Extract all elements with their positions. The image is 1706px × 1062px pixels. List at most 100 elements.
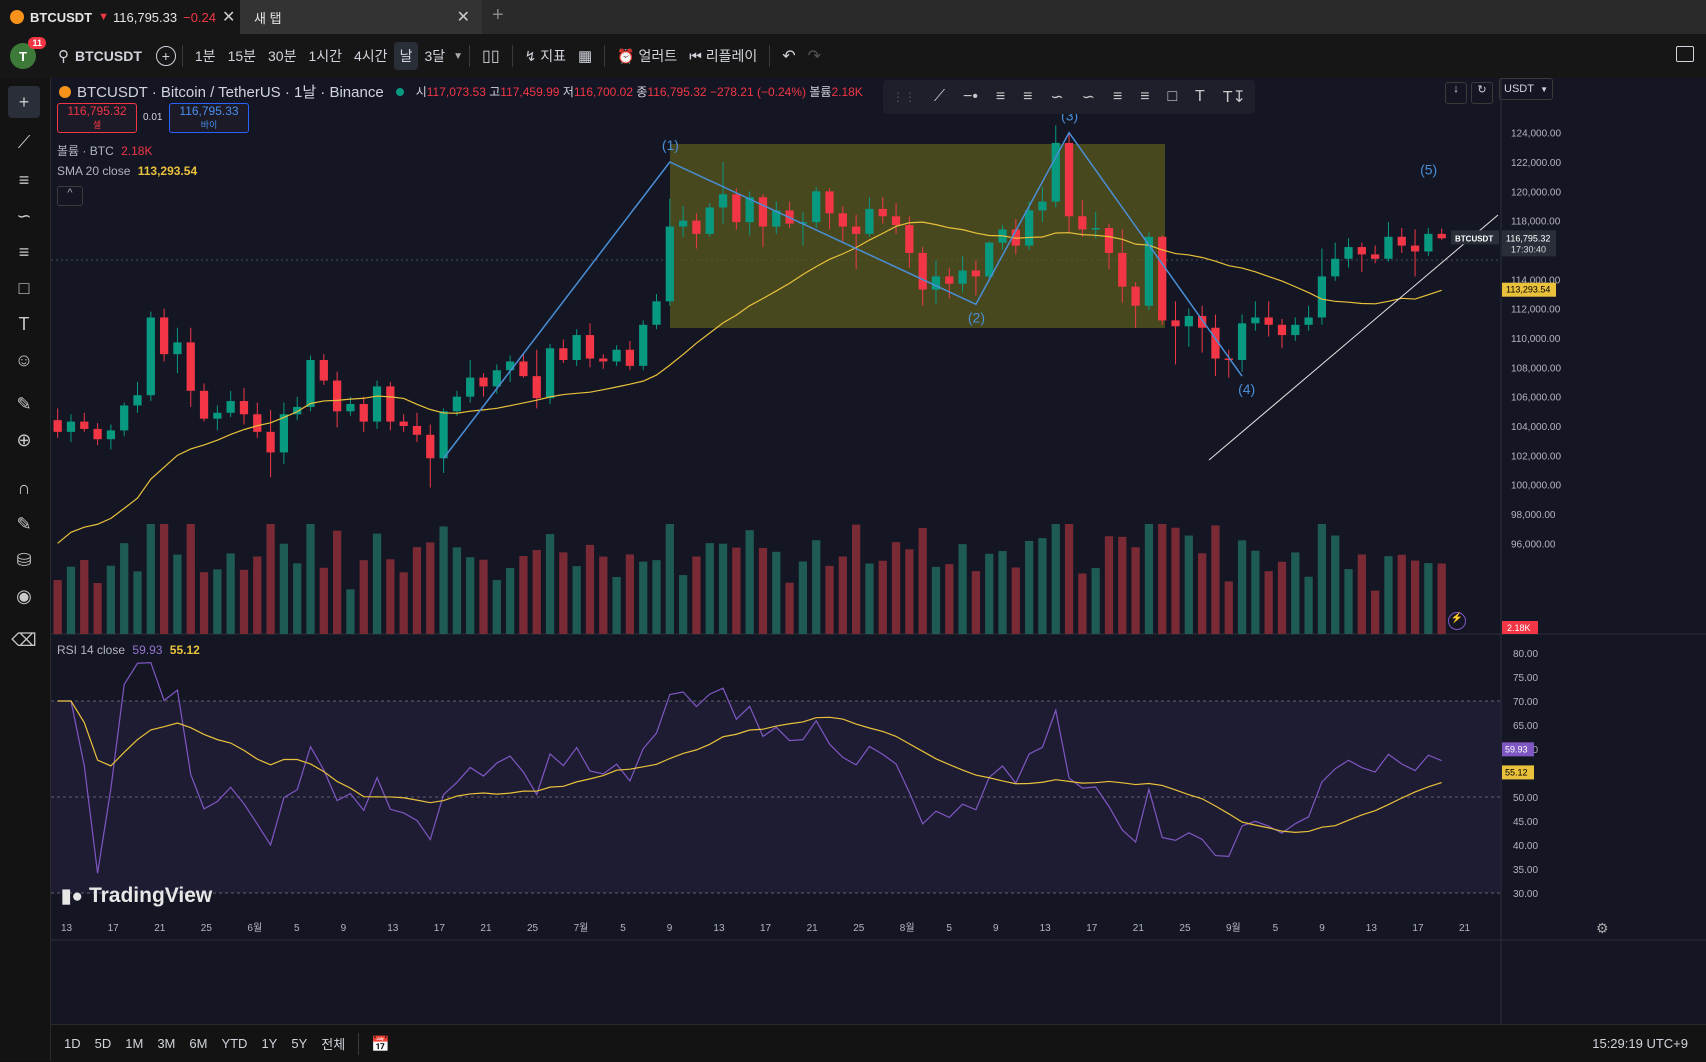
candle-body [652, 301, 661, 325]
abc-pattern-icon[interactable]: ∽ [1081, 89, 1096, 106]
range-3[interactable]: 3M [157, 1036, 176, 1051]
candle-type-icon[interactable]: ▯▯ [482, 48, 500, 65]
volume-bar [1264, 571, 1273, 634]
candle-body [1104, 228, 1114, 253]
search-icon[interactable]: ⚲ [58, 48, 69, 65]
buy-button[interactable]: 116,795.33 바이 [169, 103, 249, 133]
pitchfork-icon[interactable]: ≡ [1023, 88, 1033, 105]
interval-3[interactable]: 1시간 [308, 48, 343, 64]
range-6[interactable]: 1Y [261, 1036, 278, 1051]
browser-tab-active[interactable]: BTCUSDT ▼ 116,795.33 −0.24 ✕ [0, 0, 240, 34]
candle-body [971, 270, 981, 277]
chevron-down-icon[interactable]: ▼ [453, 50, 464, 62]
trend-line-icon[interactable]: ⟋ [933, 88, 946, 105]
refresh-icon[interactable]: ↻ [1471, 82, 1493, 104]
interval-6[interactable]: 3달 [424, 48, 446, 64]
time-axis-label: 9 [993, 923, 999, 934]
pattern-icon[interactable]: ∽ [16, 205, 32, 226]
forecast-icon[interactable]: ≡ [18, 241, 30, 262]
interval-4[interactable]: 4시간 [354, 48, 388, 64]
tv-logo-icon: ▮● [61, 885, 83, 907]
undo-icon[interactable]: ↶ [782, 48, 796, 65]
currency-select[interactable]: USDT ▼ [1499, 78, 1553, 100]
range-2[interactable]: 1M [125, 1036, 144, 1051]
plus-icon[interactable]: + [492, 4, 504, 26]
elliott-wave-icon[interactable]: ∽ [1050, 89, 1064, 106]
countdown-text: 17:30:40 [1511, 244, 1546, 254]
time-axis-label: 13 [61, 923, 73, 934]
replay-button[interactable]: ⏮ 리플레이 [683, 42, 763, 70]
rectangle-icon[interactable]: □ [1167, 88, 1178, 105]
chart-pane[interactable]: (1) (2) (3) (4) (5) 124,000.00 122,000.00 120,0… [51, 78, 1706, 1024]
range-0[interactable]: 1D [64, 1036, 81, 1051]
download-icon[interactable]: ↓ [1445, 82, 1467, 104]
symbol-search[interactable]: BTCUSDT [75, 48, 142, 64]
chart-svg[interactable]: (1)(2)(3)(4)(5)124,000.00122,000.00120,0… [51, 78, 1706, 1024]
zoom-in-icon[interactable]: ⊕ [16, 429, 32, 450]
range-5[interactable]: YTD [221, 1036, 248, 1051]
candle-body [1410, 245, 1420, 252]
candle-body [1237, 323, 1247, 360]
candle-body [852, 226, 861, 234]
candle-body [426, 434, 435, 459]
lightning-icon[interactable]: ⚡ [1448, 612, 1466, 630]
fib-channel-icon[interactable]: ≡ [1112, 88, 1123, 105]
volume-bar [492, 580, 501, 634]
eye-icon[interactable]: ◉ [16, 585, 32, 606]
magnet-icon[interactable]: ∩ [17, 477, 31, 498]
close-icon[interactable]: ✕ [222, 9, 236, 26]
avatar[interactable]: T 11 [10, 37, 46, 69]
interval-1[interactable]: 15분 [227, 48, 257, 64]
indicators-button[interactable]: ↯ 지표 [519, 42, 572, 70]
header-toolbar: T 11 ⚲ BTCUSDT + 1분 15분 30분 1시간 4시간 날 3달 ▼ ▯▯ … [0, 34, 1706, 78]
volume-bar [226, 553, 235, 634]
redo-icon[interactable]: ↷ [807, 48, 822, 65]
browser-tab-new[interactable]: 새 탭 ✕ [240, 0, 482, 34]
volume-bar [80, 560, 89, 634]
rsi-axis-label: 65.00 [1513, 721, 1538, 732]
candle-body [346, 404, 355, 412]
text-size-icon[interactable]: T↧ [1222, 89, 1246, 106]
range-7[interactable]: 5Y [291, 1036, 308, 1051]
close-icon[interactable]: ✕ [456, 9, 470, 26]
rectangle-icon[interactable]: □ [18, 277, 30, 298]
candle-body [173, 342, 182, 355]
interval-2[interactable]: 30분 [268, 48, 297, 64]
interval-5[interactable]: 날 [393, 42, 419, 70]
calendar-icon[interactable]: 📅 [371, 1035, 390, 1053]
drag-handle-icon[interactable]: ⋮⋮ [891, 90, 916, 104]
horizontal-ray-icon[interactable]: −• [962, 88, 978, 105]
volume-bar [585, 544, 595, 634]
fib-retracement-icon[interactable]: ≡ [18, 169, 30, 190]
sell-button[interactable]: 116,795.32 셀 [57, 103, 137, 133]
clock[interactable]: 15:29:19 UTC+9 [1592, 1036, 1688, 1051]
price-axis-label: 124,000.00 [1511, 129, 1561, 140]
trash-icon[interactable]: ⌫ [11, 629, 37, 650]
parallel-channel-icon[interactable]: ≡ [995, 88, 1006, 105]
interval-0[interactable]: 1분 [194, 48, 216, 64]
trend-line-icon[interactable]: ⟋ [17, 131, 31, 152]
volume-value: 2.18K [831, 85, 863, 99]
sma20-line [57, 221, 1442, 544]
fullscreen-icon[interactable] [1676, 46, 1694, 62]
emoji-icon[interactable]: ☺ [14, 349, 34, 370]
lock-icon[interactable]: ⛁ [16, 549, 32, 570]
range-1[interactable]: 5D [94, 1036, 112, 1051]
collapse-legend-icon[interactable]: ^ [57, 186, 83, 206]
ruler-icon[interactable]: ✎ [16, 393, 32, 414]
add-symbol-icon[interactable]: + [155, 46, 176, 66]
range-8[interactable]: 전체 [321, 1037, 346, 1052]
crosshair-icon[interactable]: + [8, 86, 40, 118]
volume-bar [346, 589, 355, 634]
layouts-icon[interactable]: ▦ [578, 48, 593, 65]
pencil-lock-icon[interactable]: ✎ [16, 513, 32, 534]
fib-extension-icon[interactable]: ≡ [1140, 88, 1150, 105]
settings-icon[interactable]: ⚙ [1596, 920, 1609, 936]
tradingview-logo[interactable]: ▮● TradingView [61, 884, 212, 908]
volume-bar [412, 547, 422, 634]
text-icon[interactable]: T [18, 313, 30, 334]
range-4[interactable]: 6M [189, 1036, 208, 1051]
candle-body [1424, 233, 1433, 252]
text-icon[interactable]: T [1195, 88, 1205, 105]
alerts-button[interactable]: ⏰ 얼러트 [611, 42, 683, 70]
